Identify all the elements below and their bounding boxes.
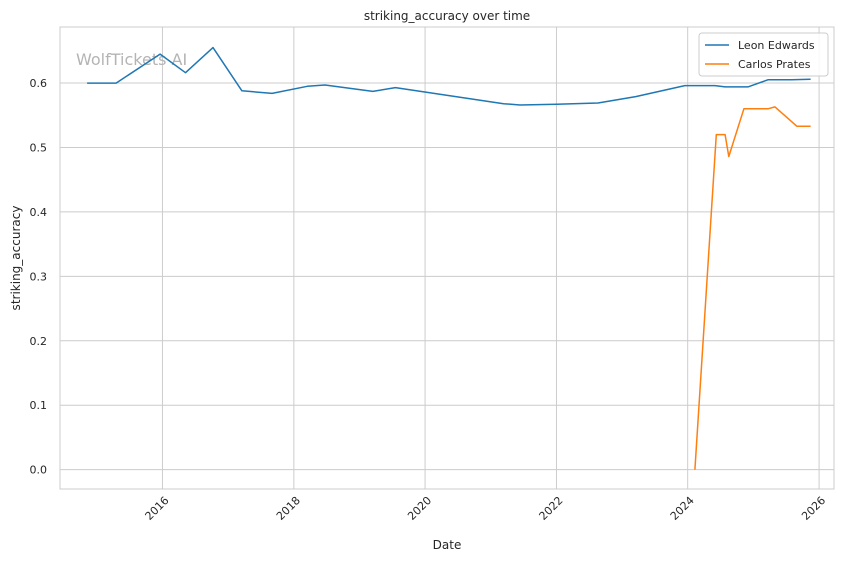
plot-frame [59, 26, 835, 490]
y-tick-label: 0.1 [30, 399, 48, 412]
y-tick-label: 0.4 [30, 206, 48, 219]
grid-lines [60, 27, 834, 489]
watermark-text: WolfTickets AI [76, 50, 187, 69]
y-tick-label: 0.6 [30, 77, 48, 90]
y-tick-labels: 0.0 0.1 0.2 0.3 0.4 0.5 0.6 [30, 77, 48, 477]
x-axis-label: Date [433, 538, 462, 552]
series-line-carlos-prates [694, 106, 811, 470]
series-lines [87, 46, 811, 470]
legend: Leon Edwards Carlos Prates [698, 32, 829, 77]
y-tick-label: 0.5 [30, 141, 48, 154]
y-tick-label: 0.2 [30, 335, 48, 348]
legend-box [698, 32, 829, 77]
y-tick-label: 0.3 [30, 270, 48, 283]
series-line-leon-edwards [87, 46, 811, 106]
chart-title: striking_accuracy over time [364, 9, 530, 23]
plot-area [60, 27, 834, 489]
legend-label-leon-edwards: Leon Edwards [738, 39, 815, 52]
y-axis-label: striking_accuracy [9, 206, 23, 311]
legend-label-carlos-prates: Carlos Prates [738, 58, 811, 71]
y-tick-label: 0.0 [30, 464, 48, 477]
